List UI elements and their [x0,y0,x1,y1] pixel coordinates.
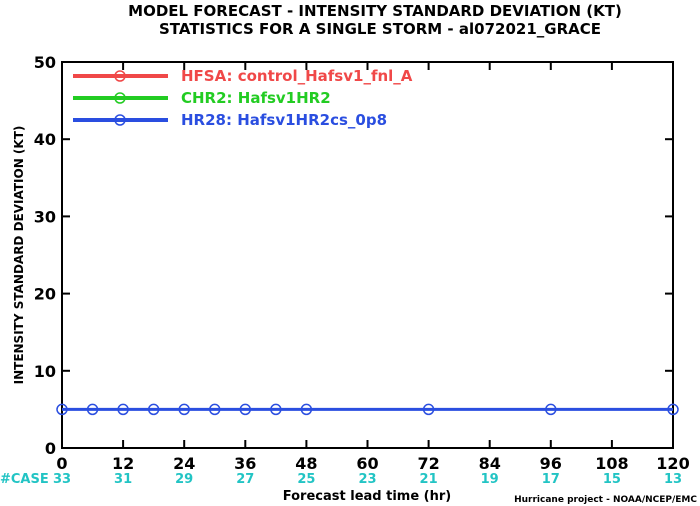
x-tick-label: 120 [656,454,689,473]
case-count: 19 [481,472,499,487]
data-point-marker [117,403,129,416]
x-tick-label: 96 [540,454,562,473]
data-point-marker [270,403,282,416]
legend: HFSA: control_Hafsv1_fnl_A CHR2: Hafsv1HR… [73,67,413,129]
chart-title-line1: MODEL FORECAST - INTENSITY STANDARD DEVI… [128,2,622,20]
x-tick-label: 60 [356,454,378,473]
data-point-marker [239,403,252,416]
legend-marker [114,114,126,126]
case-label: #CASE [0,472,49,487]
case-count: 13 [664,472,682,487]
x-tick-label: 108 [595,454,628,473]
case-count: 27 [236,472,254,487]
y-tick-label: 0 [45,439,56,458]
data-point-marker [422,403,435,416]
x-tick-label: 72 [417,454,439,473]
legend-label: HR28: Hafsv1HR2cs_0p8 [181,111,387,129]
case-count: 15 [603,472,621,487]
case-count: 31 [114,472,132,487]
y-axis-ticks: 0 10 20 30 40 50 [34,53,673,458]
x-tick-label: 24 [173,454,195,473]
credit-text: Hurricane project - NOAA/NCEP/EMC [514,495,697,505]
chart-title-line2: STATISTICS FOR A SINGLE STORM - al072021… [159,20,601,38]
data-point-marker [300,403,313,416]
legend-marker [114,70,126,82]
legend-marker [114,92,126,104]
case-count: 25 [297,472,315,487]
case-count: 29 [175,472,193,487]
data-point-marker [56,403,68,416]
series-layer [56,403,679,416]
data-point-marker [147,403,160,416]
x-tick-label: 36 [234,454,256,473]
data-point-marker [667,403,679,416]
data-point-marker [86,403,99,416]
x-tick-label: 0 [56,454,67,473]
case-count: 17 [542,472,560,487]
case-count: 21 [420,472,438,487]
y-tick-label: 50 [34,53,56,72]
x-axis-ticks: 0 12 24 36 48 60 72 84 96 108 120 [56,62,690,473]
y-axis-label: INTENSITY STANDARD DEVIATION (KT) [12,126,26,385]
x-tick-label: 48 [295,454,317,473]
legend-label: HFSA: control_Hafsv1_fnl_A [181,67,413,85]
legend-label: CHR2: Hafsv1HR2 [181,89,331,107]
y-tick-label: 20 [34,285,56,304]
case-count: 23 [358,472,376,487]
case-count-row: #CASE 33 31 29 27 25 23 21 19 17 15 13 [0,472,682,487]
x-tick-label: 84 [479,454,501,473]
x-axis-label: Forecast lead time (hr) [283,489,451,504]
data-point-marker [209,403,221,416]
x-tick-label: 12 [112,454,134,473]
y-tick-label: 30 [34,207,56,226]
y-tick-label: 10 [34,362,56,381]
case-count: 33 [53,472,71,487]
y-tick-label: 40 [34,130,56,149]
data-point-marker [178,403,190,416]
data-point-marker [545,403,557,416]
